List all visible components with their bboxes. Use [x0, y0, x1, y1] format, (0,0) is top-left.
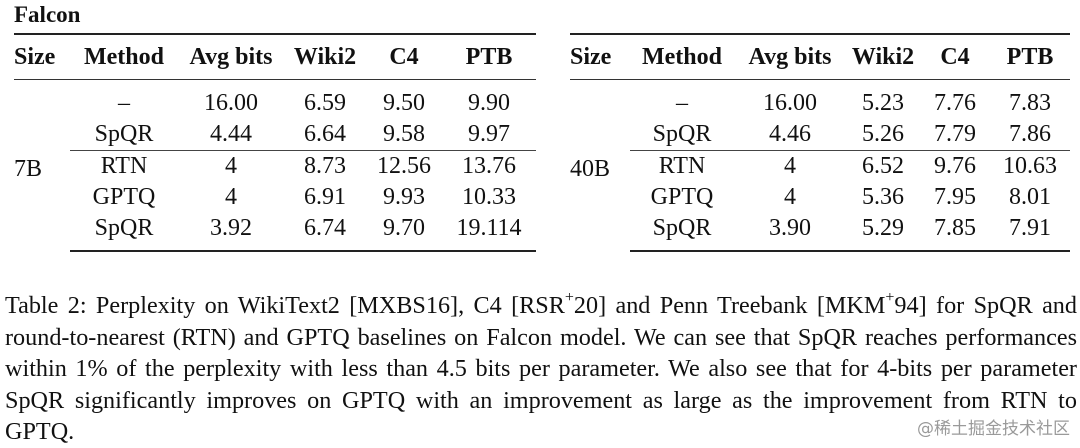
- table-row: 40B – 16.00 5.23 7.76 7.83: [570, 80, 1070, 182]
- header-method: Method: [630, 33, 734, 80]
- c4-cell: 9.58: [383, 121, 425, 147]
- bits-cell: 4: [734, 150, 846, 182]
- ptb-cell: 7.86: [1009, 121, 1051, 147]
- c4-cell: 7.85: [920, 213, 990, 252]
- method-cell: –: [118, 90, 130, 116]
- model-label: Falcon: [14, 2, 81, 27]
- bits-cell: 3.90: [734, 213, 846, 252]
- header-row: Size Method Avg bits Wiki2 C4 PTB: [14, 33, 536, 80]
- wiki2-cell: 6.74: [284, 213, 366, 252]
- method-cell: –: [676, 90, 688, 116]
- wiki2-cell: 5.36: [862, 184, 904, 210]
- header-ptb: PTB: [990, 33, 1070, 80]
- ptb-cell: 10.33: [462, 184, 516, 210]
- bits-cell: 4.44: [210, 121, 252, 147]
- header-avg-bits: Avg bits: [734, 33, 846, 80]
- bits-cell: 16.00: [763, 90, 817, 116]
- method-cell: SpQR: [630, 213, 734, 252]
- c4-cell: 7.79: [934, 121, 976, 147]
- header-c4: C4: [920, 33, 990, 80]
- ptb-cell: 13.76: [442, 150, 536, 182]
- c4-cell: 12.56: [366, 150, 442, 182]
- bits-cell: 4: [178, 150, 284, 182]
- header-size: Size: [14, 33, 70, 80]
- table-row: SpQR 3.92 6.74 9.70 19.114: [14, 213, 536, 252]
- c4-cell: 9.50: [383, 90, 425, 116]
- method-cell: SpQR: [94, 121, 154, 147]
- wiki2-cell: 8.73: [284, 150, 366, 182]
- method-cell: GPTQ: [92, 184, 156, 210]
- table-row: GPTQ 4 5.36 7.95 8.01: [570, 182, 1070, 213]
- bits-cell: 4: [225, 184, 237, 210]
- caption-mid: 20] and Penn Treebank [MKM: [573, 292, 886, 319]
- table-row: SpQR 4.44 6.64 9.58 9.97: [14, 119, 536, 151]
- c4-cell: 9.93: [383, 184, 425, 210]
- table-row: SpQR 4.46 5.26 7.79 7.86: [570, 119, 1070, 151]
- wiki2-cell: 5.26: [862, 121, 904, 147]
- wiki2-cell: 6.59: [304, 90, 346, 116]
- method-cell: GPTQ: [650, 184, 714, 210]
- ptb-cell: 9.90: [468, 90, 510, 116]
- watermark: @稀土掘金技术社区: [917, 419, 1070, 439]
- c4-cell: 7.76: [934, 90, 976, 116]
- c4-cell: 7.95: [934, 184, 976, 210]
- ptb-cell: 9.97: [468, 121, 510, 147]
- ptb-cell: 10.63: [990, 150, 1070, 182]
- caption-sup-1: +: [564, 288, 574, 306]
- wiki2-cell: 6.91: [304, 184, 346, 210]
- table-row: RTN 4 6.52 9.76 10.63: [570, 150, 1070, 182]
- caption-prefix: Table 2: Perplexity on WikiText2 [MXBS16…: [5, 292, 565, 319]
- wiki2-cell: 5.29: [846, 213, 920, 252]
- table-row: SpQR 3.90 5.29 7.85 7.91: [570, 213, 1070, 252]
- table-row: RTN 4 8.73 12.56 13.76: [14, 150, 536, 182]
- header-wiki2: Wiki2: [284, 33, 366, 80]
- method-cell: RTN: [70, 150, 178, 182]
- c4-cell: 9.70: [366, 213, 442, 252]
- header-avg-bits: Avg bits: [178, 33, 284, 80]
- table-row: 7B – 16.00 6.59 9.50 9.90: [14, 80, 536, 182]
- caption-sup-2: +: [885, 288, 895, 306]
- ptb-cell: 8.01: [1009, 184, 1051, 210]
- table-caption: Table 2: Perplexity on WikiText2 [MXBS16…: [5, 288, 1077, 448]
- header-size: Size: [570, 33, 630, 80]
- header-row: Size Method Avg bits Wiki2 C4 PTB: [570, 33, 1070, 80]
- bits-cell: 16.00: [204, 90, 258, 116]
- c4-cell: 9.76: [920, 150, 990, 182]
- method-cell: SpQR: [70, 213, 178, 252]
- method-cell: RTN: [630, 150, 734, 182]
- caption-rest: 94] for SpQR and round-to-nearest (RTN) …: [5, 292, 1077, 445]
- bits-cell: 4: [784, 184, 796, 210]
- bits-cell: 3.92: [178, 213, 284, 252]
- ptb-cell: 7.91: [990, 213, 1070, 252]
- results-table-7b: Size Method Avg bits Wiki2 C4 PTB 7B – 1…: [14, 33, 536, 252]
- header-wiki2: Wiki2: [846, 33, 920, 80]
- bits-cell: 4.46: [769, 121, 811, 147]
- header-c4: C4: [366, 33, 442, 80]
- size-cell: 7B: [14, 156, 43, 182]
- wiki2-cell: 5.23: [862, 90, 904, 116]
- method-cell: SpQR: [652, 121, 712, 147]
- size-cell: 40B: [570, 156, 611, 182]
- results-table-40b: Size Method Avg bits Wiki2 C4 PTB 40B – …: [570, 33, 1070, 252]
- wiki2-cell: 6.52: [846, 150, 920, 182]
- ptb-cell: 19.114: [442, 213, 536, 252]
- header-method: Method: [70, 33, 178, 80]
- table-row: GPTQ 4 6.91 9.93 10.33: [14, 182, 536, 213]
- header-ptb: PTB: [442, 33, 536, 80]
- wiki2-cell: 6.64: [304, 121, 346, 147]
- ptb-cell: 7.83: [1009, 90, 1051, 116]
